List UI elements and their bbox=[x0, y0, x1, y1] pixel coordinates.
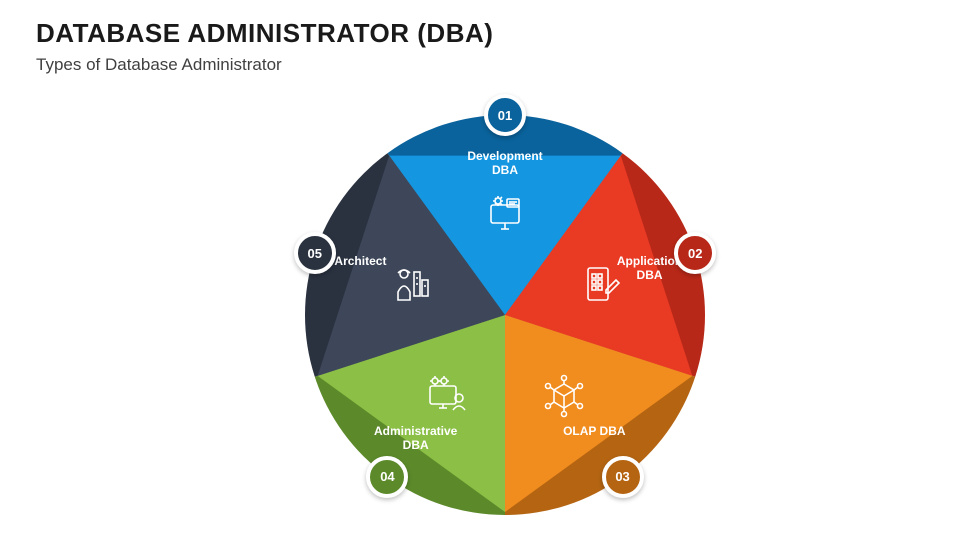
segment-badge: 05 bbox=[294, 232, 336, 274]
page-subtitle: Types of Database Administrator bbox=[36, 55, 493, 75]
pentagon-pie bbox=[305, 115, 705, 515]
page-title: DATABASE ADMINISTRATOR (DBA) bbox=[36, 18, 493, 49]
segment-badge: 04 bbox=[366, 456, 408, 498]
segment-badge: 02 bbox=[674, 232, 716, 274]
dba-types-chart: DevelopmentDBA01ApplicationDBA02OLAP DBA… bbox=[285, 95, 725, 535]
segment-badge: 03 bbox=[602, 456, 644, 498]
header: DATABASE ADMINISTRATOR (DBA) Types of Da… bbox=[36, 18, 493, 75]
segment-badge: 01 bbox=[484, 94, 526, 136]
